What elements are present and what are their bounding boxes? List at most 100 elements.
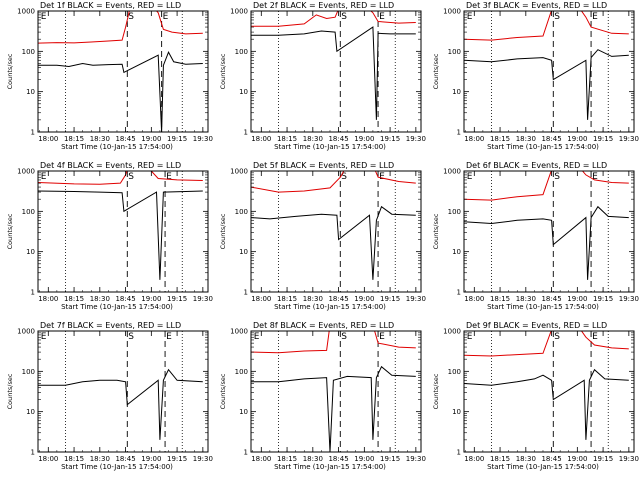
x-tick-label: 18:00 [38, 135, 58, 143]
y-tick-label: 100 [235, 208, 248, 216]
x-tick-label: 18:45 [541, 135, 561, 143]
y-tick-label: 10 [452, 408, 461, 416]
series-group [251, 331, 416, 452]
x-axis-label: Start Time (10-Jan-15 17:54:00) [487, 143, 599, 151]
event-marker-label: S [554, 332, 560, 342]
y-axis-label: Counts/sec [219, 53, 227, 89]
y-tick-label: 10 [239, 88, 248, 96]
y-tick-label: 1 [244, 289, 248, 297]
x-tick-label: 18:15 [277, 295, 297, 303]
plot-frame [37, 10, 209, 133]
event-marker-label: E [467, 332, 473, 342]
events-series-line [251, 365, 416, 452]
chart-title: Det 7f BLACK = Events, RED = LLD [40, 321, 181, 330]
y-tick-label: 1000 [443, 8, 461, 16]
y-tick-label: 1000 [17, 8, 35, 16]
x-tick-label: 19:15 [167, 135, 187, 143]
x-tick-label: 18:30 [303, 455, 323, 463]
plot-frame [463, 170, 635, 293]
x-tick-label: 19:00 [141, 135, 161, 143]
x-tick-label: 19:15 [380, 135, 400, 143]
lld-series-line [464, 331, 629, 357]
y-tick-label: 1 [457, 449, 461, 457]
y-axis-label: Counts/sec [219, 213, 227, 249]
panel-det-8f: Det 8f BLACK = Events, RED = LLD E S E 1 10 10… [219, 321, 426, 471]
event-marker-label: E [592, 332, 598, 342]
y-tick-label: 1 [244, 129, 248, 137]
event-marker-label: S [554, 12, 560, 22]
y-tick-label: 10 [26, 88, 35, 96]
plot-frame [37, 330, 209, 453]
x-tick-label: 18:00 [251, 455, 271, 463]
x-tick-label: 18:30 [516, 455, 536, 463]
x-tick-label: 19:30 [619, 455, 639, 463]
y-tick-label: 1 [244, 449, 248, 457]
chart-title: Det 4f BLACK = Events, RED = LLD [40, 161, 181, 170]
y-tick-label: 10 [239, 408, 248, 416]
y-tick-label: 1 [31, 129, 35, 137]
chart-title: Det 2f BLACK = Events, RED = LLD [253, 1, 394, 10]
event-marker-label: S [341, 332, 347, 342]
y-tick-label: 100 [22, 208, 35, 216]
y-tick-label: 1 [31, 289, 35, 297]
panel-det-9f: Det 9f BLACK = Events, RED = LLD E S E 1 10 10… [432, 321, 639, 471]
x-tick-label: 18:00 [464, 135, 484, 143]
event-marker-label: S [128, 332, 134, 342]
chart-title: Det 9f BLACK = Events, RED = LLD [466, 321, 607, 330]
event-marker-label: S [341, 12, 347, 22]
x-tick-label: 18:15 [277, 455, 297, 463]
events-series-line [38, 51, 203, 132]
x-tick-label: 19:00 [354, 295, 374, 303]
x-tick-label: 19:00 [141, 455, 161, 463]
x-axis-label: Start Time (10-Jan-15 17:54:00) [274, 143, 386, 151]
y-tick-label: 1000 [230, 168, 248, 176]
chart-title: Det 8f BLACK = Events, RED = LLD [253, 321, 394, 330]
event-marker-label: E [254, 332, 260, 342]
y-tick-label: 10 [239, 248, 248, 256]
x-tick-label: 18:15 [64, 295, 84, 303]
x-tick-label: 18:45 [328, 295, 348, 303]
y-axis-label: Counts/sec [219, 373, 227, 409]
events-series-line [38, 190, 203, 280]
events-series-line [464, 49, 629, 120]
event-marker-label: E [163, 12, 169, 22]
y-tick-label: 100 [235, 48, 248, 56]
x-tick-label: 19:30 [619, 295, 639, 303]
chart-title: Det 3f BLACK = Events, RED = LLD [466, 1, 607, 10]
y-tick-label: 1 [457, 129, 461, 137]
series-group [38, 368, 203, 440]
x-axis-label: Start Time (10-Jan-15 17:54:00) [487, 303, 599, 311]
panel-det-6f: Det 6f BLACK = Events, RED = LLD E S E 1 10 10… [432, 161, 639, 311]
x-tick-label: 18:15 [490, 135, 510, 143]
event-marker-label: E [467, 12, 473, 22]
plot-frame [250, 170, 422, 293]
series-group [38, 11, 203, 132]
x-tick-label: 18:30 [90, 295, 110, 303]
x-tick-label: 19:00 [567, 455, 587, 463]
panel-det-1f: Det 1f BLACK = Events, RED = LLD E S E 1 10 10… [6, 1, 213, 151]
y-tick-label: 10 [26, 408, 35, 416]
x-tick-label: 18:30 [516, 295, 536, 303]
chart-title: Det 6f BLACK = Events, RED = LLD [466, 161, 607, 170]
y-axis-label: Counts/sec [432, 373, 440, 409]
x-tick-label: 18:15 [490, 295, 510, 303]
x-tick-label: 18:15 [64, 135, 84, 143]
plot-frame [250, 330, 422, 453]
x-tick-label: 19:00 [354, 135, 374, 143]
x-tick-label: 18:30 [90, 135, 110, 143]
y-axis-label: Counts/sec [432, 213, 440, 249]
x-tick-label: 18:00 [38, 295, 58, 303]
x-tick-label: 18:30 [303, 135, 323, 143]
events-series-line [251, 205, 416, 280]
x-tick-label: 18:30 [90, 455, 110, 463]
event-marker-label: E [467, 172, 473, 182]
y-tick-label: 100 [448, 48, 461, 56]
events-series-line [251, 26, 416, 120]
y-tick-label: 10 [26, 248, 35, 256]
x-tick-label: 18:45 [541, 295, 561, 303]
y-tick-label: 100 [448, 368, 461, 376]
x-tick-label: 19:30 [406, 295, 426, 303]
y-tick-label: 1000 [17, 328, 35, 336]
panel-det-2f: Det 2f BLACK = Events, RED = LLD S E 1 10 100… [219, 1, 426, 151]
